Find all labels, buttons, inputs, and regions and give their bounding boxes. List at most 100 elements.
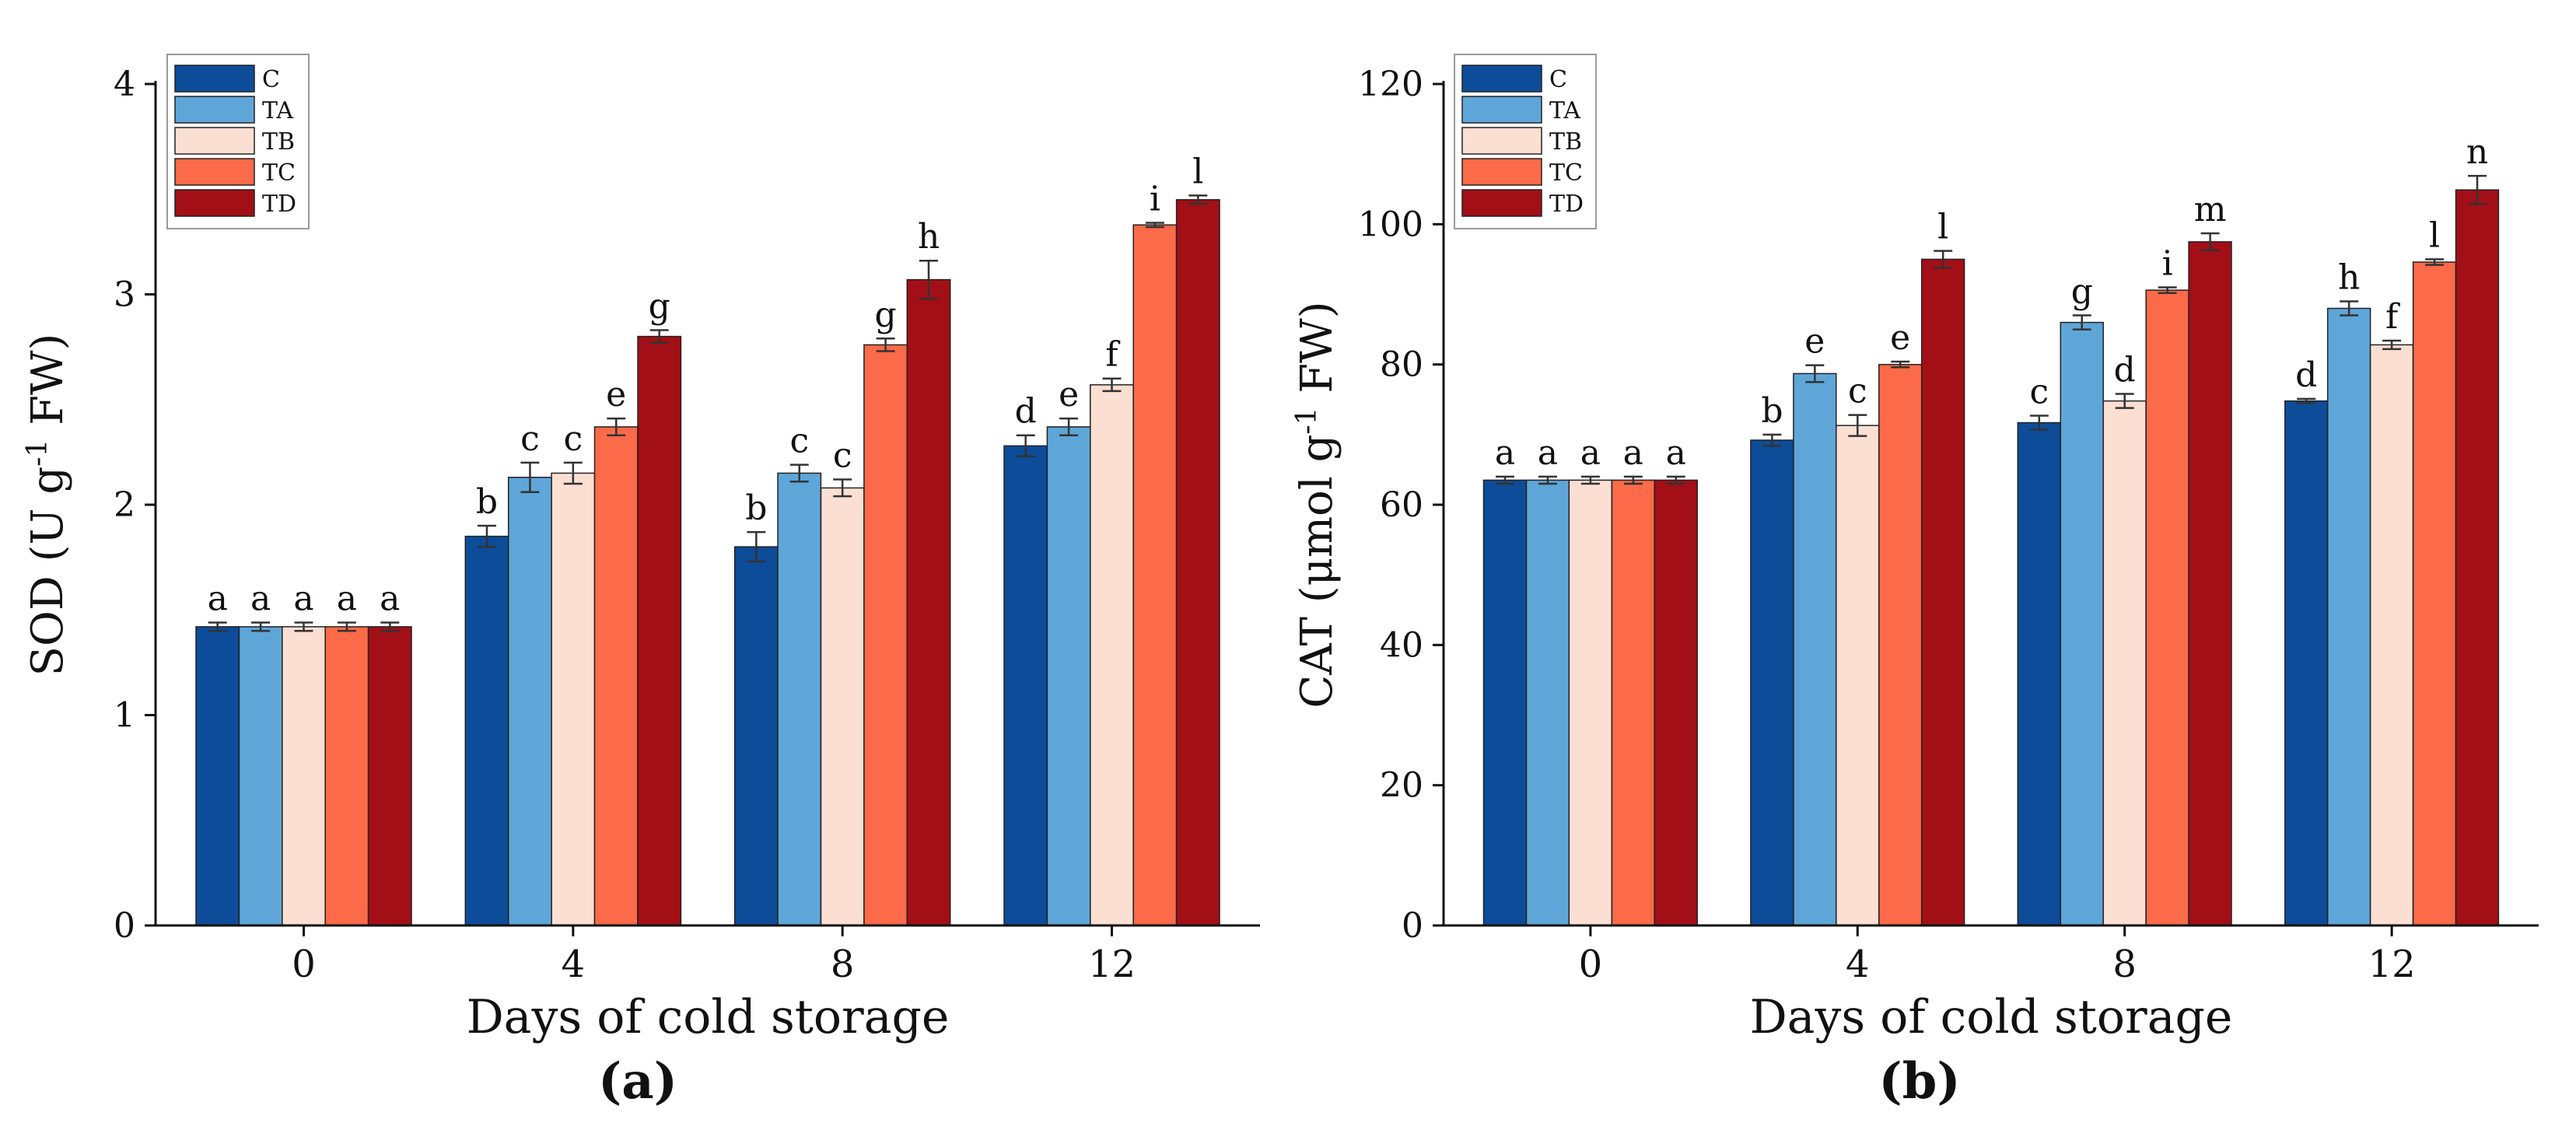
significance-letter-C-8: c	[2029, 373, 2049, 412]
bar-TC-0	[324, 626, 369, 926]
significance-letter-TD-8: m	[2194, 190, 2227, 229]
y-tick-label-60: 60	[1380, 485, 1423, 525]
x-tick-label-4: 4	[1846, 943, 1870, 986]
bar-C-8	[2017, 422, 2061, 926]
x-tick-label-8: 8	[831, 943, 855, 986]
y-axis-label: SOD (U g-1 FW)	[22, 334, 73, 677]
significance-letter-TA-4: e	[1804, 322, 1825, 362]
significance-letter-TD-12: l	[1192, 152, 1203, 191]
y-tick-label-2: 2	[114, 485, 135, 525]
x-tick-label-8: 8	[2112, 943, 2137, 986]
significance-letter-TC-4: e	[606, 375, 626, 415]
significance-letter-C-12: d	[1015, 392, 1037, 432]
significance-letter-TB-8: c	[833, 436, 852, 476]
chart-panel-b: a b c d a e g h a c d f a e i l a l m n 0 20 40 60 80 100 120 0 4 8 12…	[1291, 54, 2539, 1044]
bar-TB-0	[1568, 479, 1613, 926]
bar-TC-12	[2412, 261, 2457, 926]
legend: C TA TB TC TD	[166, 54, 310, 229]
bar-C-12	[1003, 445, 1048, 926]
x-axis-label: Days of cold storage	[1750, 990, 2233, 1044]
panel-label-a: (a)	[598, 1052, 677, 1111]
y-tick-label-40: 40	[1380, 625, 1423, 665]
y-tick-label-1: 1	[114, 696, 135, 736]
bar-TB-4	[1836, 425, 1880, 926]
bar-TB-0	[282, 626, 326, 926]
x-tick-label-12: 12	[2368, 943, 2416, 986]
bar-TC-4	[1878, 363, 1923, 926]
legend-label-TC: TC	[1549, 159, 1583, 187]
significance-letter-TD-0: a	[380, 579, 400, 619]
bar-TA-8	[777, 472, 822, 926]
legend-label-C: C	[262, 66, 280, 93]
legend-label-C: C	[1549, 66, 1567, 93]
significance-letter-TC-12: l	[2429, 215, 2440, 255]
significance-letter-TA-12: e	[1059, 375, 1079, 415]
significance-letter-TD-4: g	[649, 287, 670, 327]
significance-letter-TD-0: a	[1666, 433, 1686, 473]
significance-letter-TC-4: e	[1890, 318, 1910, 358]
panel-label-b: (b)	[1878, 1052, 1960, 1111]
legend-swatch-TC	[174, 158, 255, 186]
significance-letter-TA-12: h	[2338, 258, 2360, 298]
bar-TB-8	[820, 487, 865, 926]
y-axis-label: CAT (μmol g-1 FW)	[1291, 301, 1342, 708]
legend: C TA TB TC TD	[1454, 54, 1597, 229]
legend-label-TB: TB	[262, 128, 295, 156]
legend-label-TA: TA	[262, 97, 293, 124]
bar-TD-0	[367, 626, 412, 926]
x-tick-label-0: 0	[1579, 943, 1603, 986]
bar-TB-12	[2369, 344, 2414, 926]
significance-letter-TB-12: f	[2385, 297, 2400, 337]
bar-TC-12	[1132, 224, 1178, 926]
significance-letter-TB-0: a	[1580, 433, 1601, 473]
y-tick-label-0: 0	[1402, 906, 1423, 946]
bar-TD-4	[637, 335, 682, 926]
bar-TA-0	[1525, 479, 1570, 926]
significance-letter-TA-8: c	[789, 422, 809, 461]
y-tick-label-120: 120	[1358, 65, 1423, 104]
bar-TA-0	[238, 626, 283, 926]
significance-letter-C-12: d	[2295, 355, 2317, 395]
legend-swatch-C	[174, 65, 255, 93]
significance-letter-TD-12: n	[2466, 132, 2488, 172]
significance-letter-TA-0: a	[1538, 433, 1558, 473]
significance-letter-C-4: b	[1761, 391, 1783, 431]
y-tick-label-0: 0	[114, 906, 135, 946]
significance-letter-C-8: b	[745, 488, 767, 528]
significance-letter-TC-0: a	[337, 579, 357, 619]
significance-letter-TC-8: g	[875, 295, 897, 334]
significance-letter-TB-0: a	[293, 579, 313, 619]
significance-letter-C-0: a	[208, 579, 228, 619]
legend-label-TD: TD	[262, 191, 296, 218]
legend-swatch-TA	[1461, 96, 1542, 124]
significance-letter-C-0: a	[1495, 433, 1515, 473]
bar-C-4	[464, 535, 509, 926]
bar-TA-4	[1793, 373, 1837, 926]
significance-letter-TA-0: a	[250, 579, 271, 619]
bar-C-8	[733, 546, 779, 926]
bar-TD-8	[906, 278, 951, 926]
bar-TD-12	[1175, 199, 1220, 926]
legend-label-TC: TC	[262, 159, 296, 187]
legend-label-TA: TA	[1549, 97, 1580, 124]
x-tick-label-0: 0	[292, 943, 316, 986]
significance-letter-TD-8: h	[918, 217, 940, 257]
significance-letter-TB-12: f	[1105, 335, 1120, 375]
x-tick-label-4: 4	[562, 943, 586, 986]
x-axis-label: Days of cold storage	[467, 990, 950, 1044]
x-tick-label-12: 12	[1088, 943, 1136, 986]
bar-C-12	[2284, 400, 2329, 926]
bar-TC-0	[1611, 479, 1656, 926]
significance-letter-TD-4: l	[1937, 208, 1948, 247]
bar-TA-4	[507, 477, 552, 926]
significance-letter-TB-4: c	[563, 419, 583, 459]
significance-letter-TC-8: i	[2162, 244, 2173, 284]
significance-letter-TB-8: d	[2114, 351, 2136, 390]
significance-letter-TA-4: c	[520, 419, 540, 459]
bar-TC-4	[593, 426, 639, 926]
bar-TA-12	[1046, 426, 1091, 926]
bar-TB-12	[1090, 384, 1134, 926]
y-tick-label-80: 80	[1380, 345, 1423, 385]
legend-label-TD: TD	[1549, 191, 1584, 218]
